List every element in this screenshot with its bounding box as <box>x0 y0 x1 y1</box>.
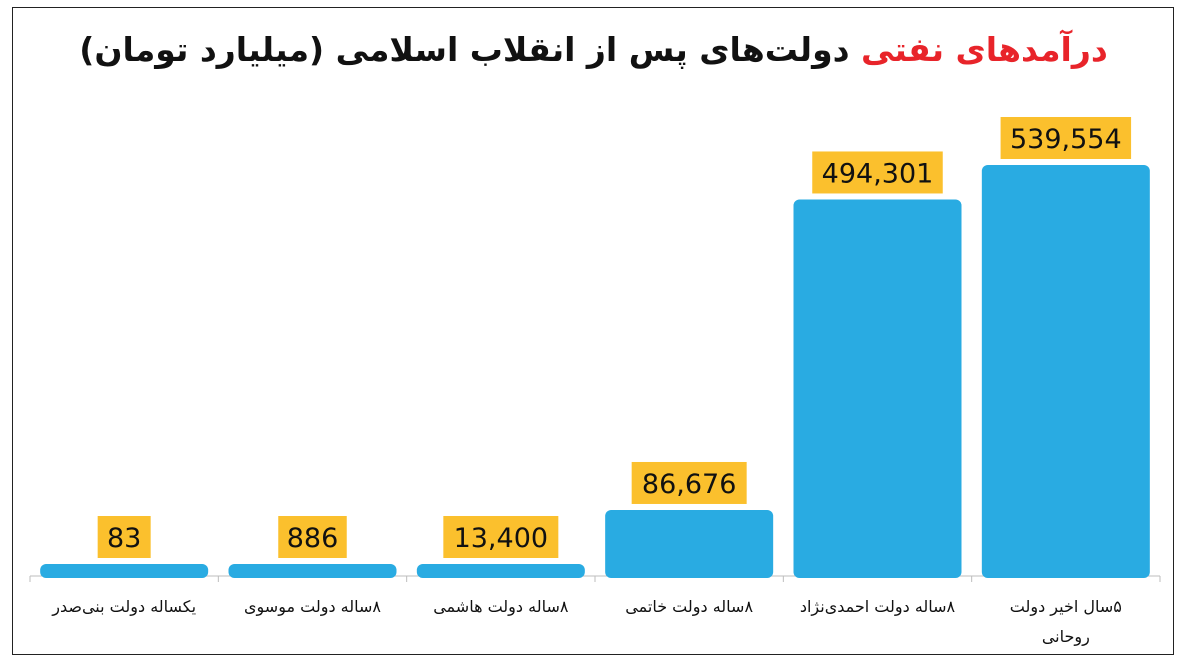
category-label: یکساله دولت بنی‌صدر <box>51 597 196 617</box>
value-label-bg <box>812 151 943 194</box>
value-label-bg <box>631 461 747 504</box>
bar <box>416 564 585 578</box>
bar <box>40 564 209 578</box>
chart-title: درآمدهای نفتی دولت‌های پس از انقلاب اسلا… <box>0 30 1187 69</box>
bar <box>605 509 774 578</box>
bar <box>793 199 962 578</box>
chart-frame <box>12 7 1174 655</box>
value-label: 494,301 <box>822 158 934 189</box>
value-label: 539,554 <box>1010 124 1122 155</box>
category-label: ۸ساله دولت احمدی‌نژاد <box>800 597 956 617</box>
category-label: ۸ساله دولت هاشمی <box>433 597 569 617</box>
value-label-bg <box>278 516 347 558</box>
chart-title-rest: دولت‌های پس از انقلاب اسلامی (میلیارد تو… <box>79 30 862 69</box>
value-label-bg <box>97 516 151 558</box>
value-label: 83 <box>107 523 141 554</box>
bar <box>228 564 397 578</box>
value-label: 886 <box>287 523 339 554</box>
category-label: ۸ساله دولت موسوی <box>244 597 381 617</box>
bar <box>981 165 1150 578</box>
category-label: ۵سال اخیر دولت <box>1010 597 1122 617</box>
category-label: روحانی <box>1042 627 1090 647</box>
chart-title-highlight: درآمدهای نفتی <box>861 30 1108 69</box>
value-label: 86,676 <box>642 469 736 500</box>
value-label: 13,400 <box>454 523 548 554</box>
value-label-bg <box>1000 117 1132 159</box>
category-label: ۸ساله دولت خاتمی <box>625 597 753 617</box>
value-label-bg <box>443 516 559 558</box>
